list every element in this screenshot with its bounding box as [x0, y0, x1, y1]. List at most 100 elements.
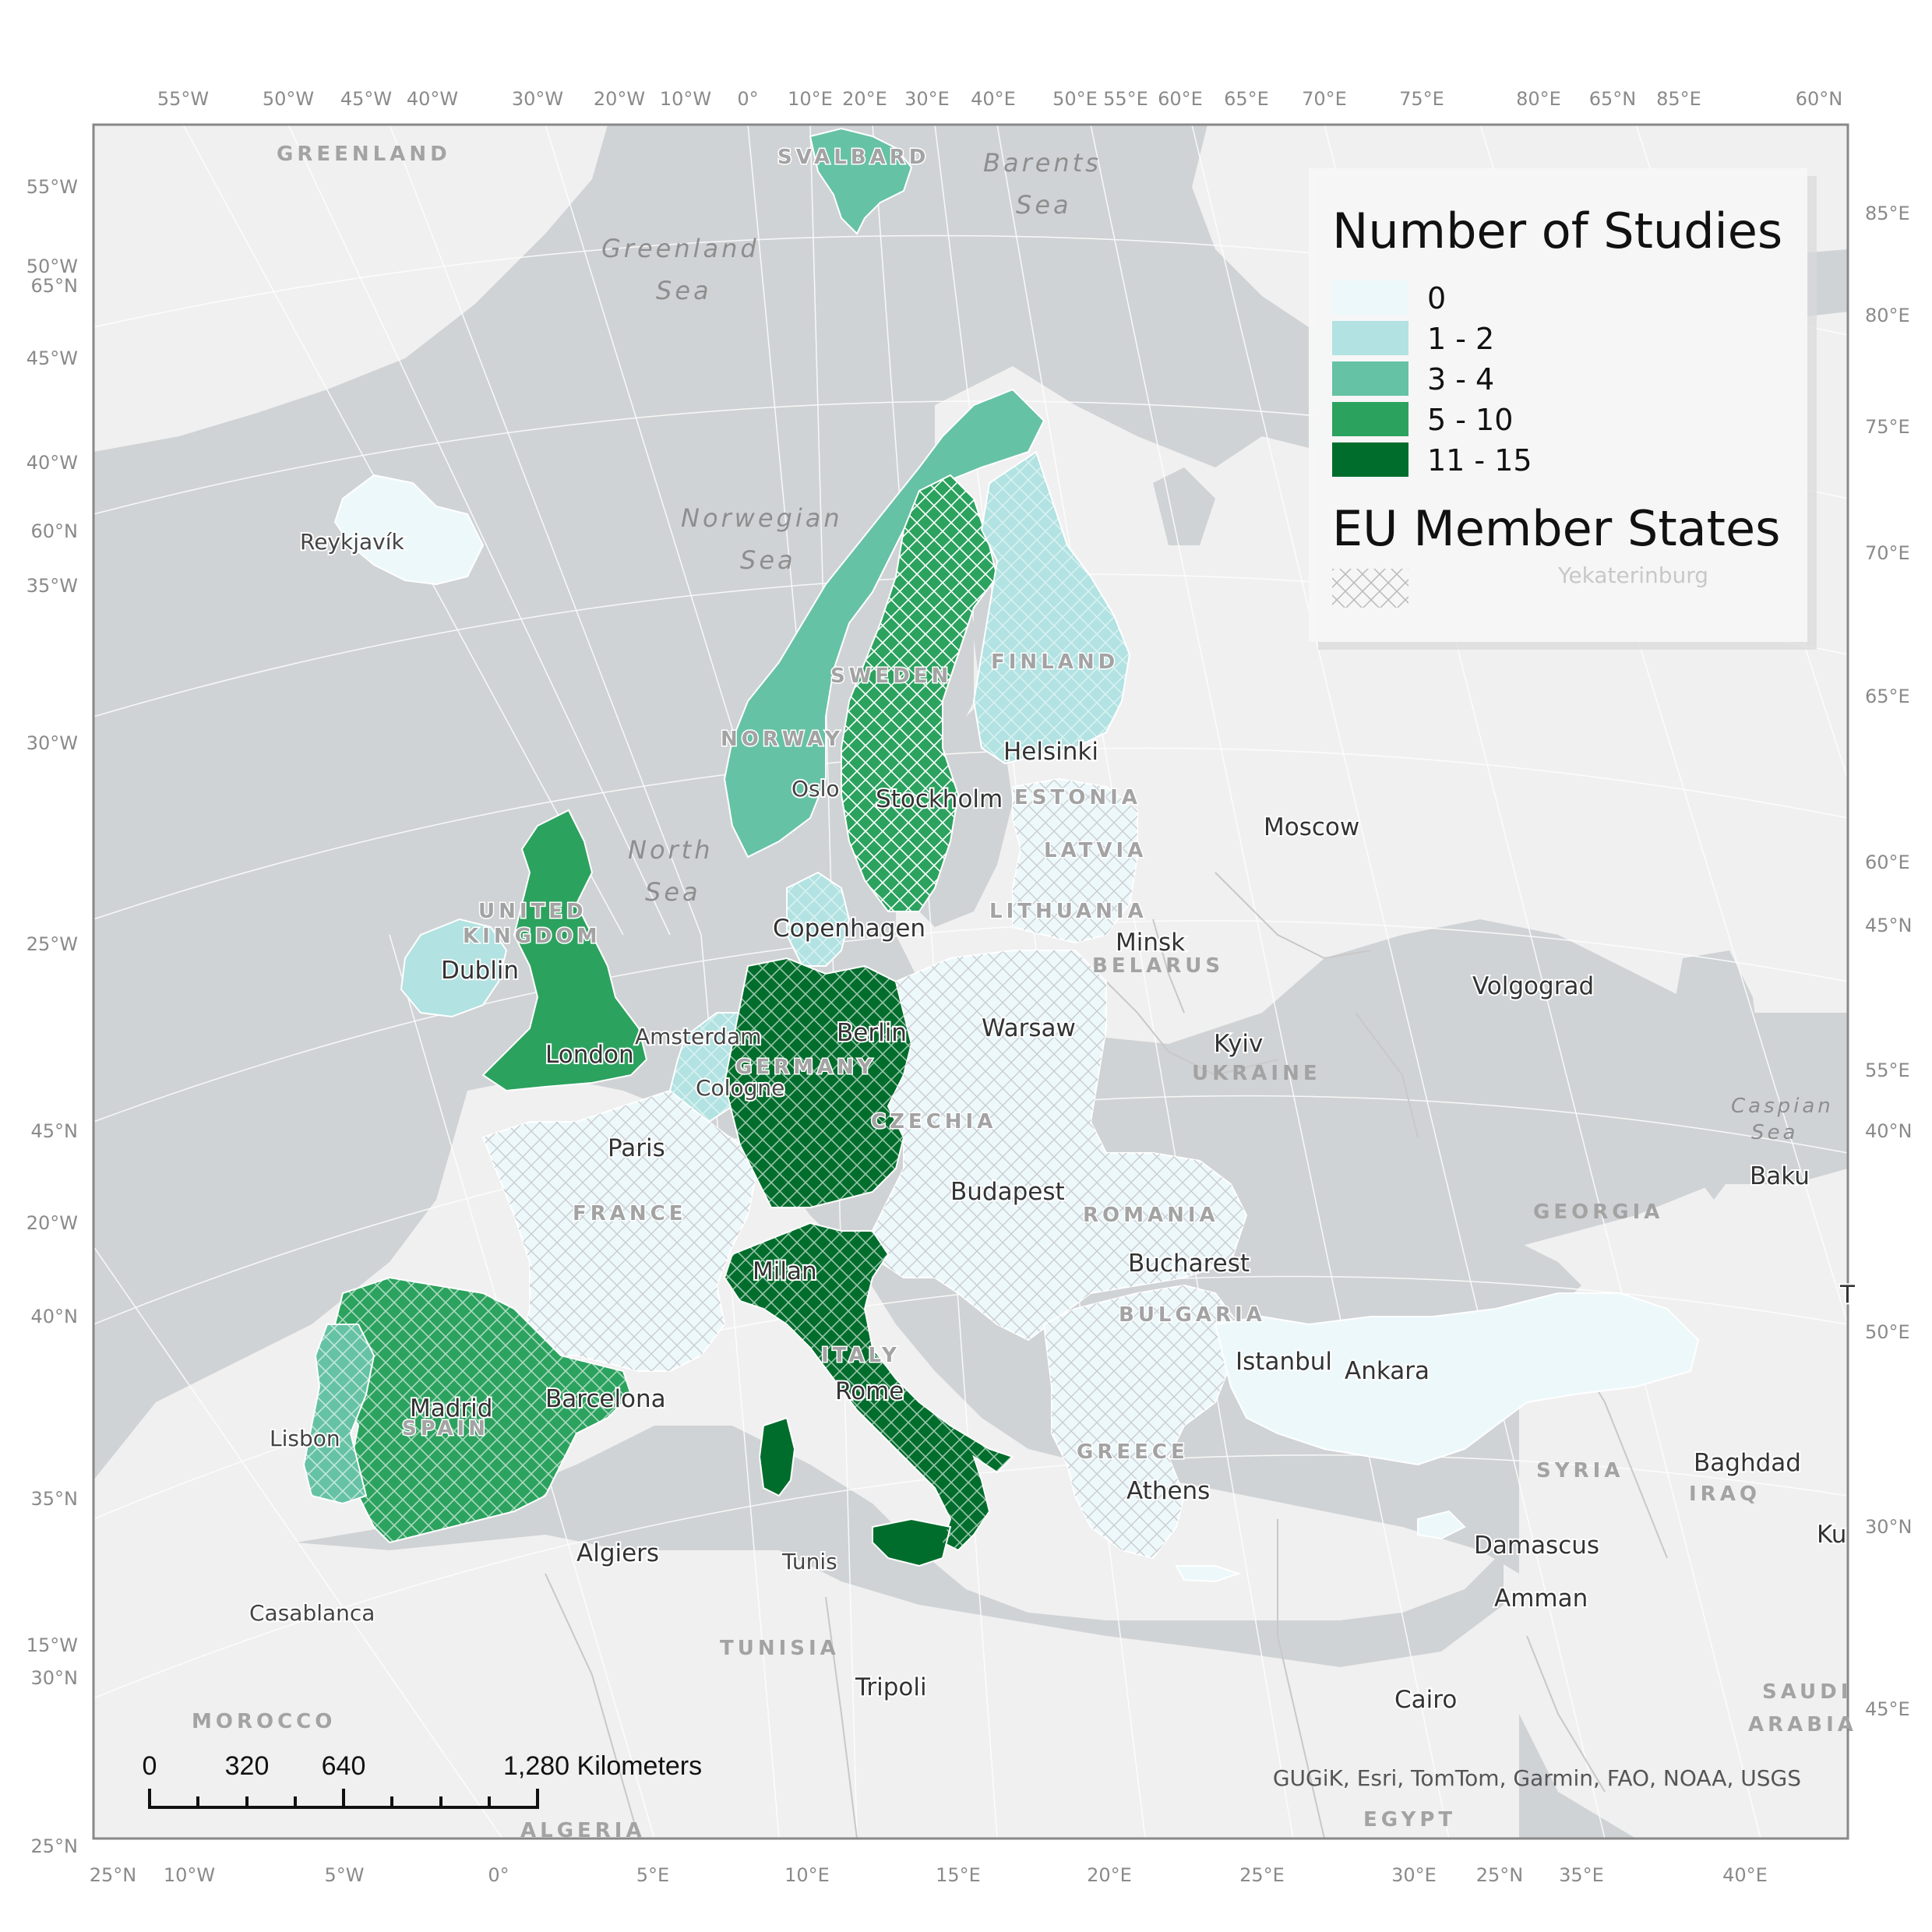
legend-swatch-4	[1332, 442, 1408, 477]
grat-bottom-label: 25°N	[1476, 1864, 1524, 1886]
sea-label-norwegian-sea: Sea	[740, 545, 796, 575]
city-label-paris: Paris	[608, 1134, 665, 1162]
eu-hatch-central-eu	[873, 950, 1246, 1340]
grat-top-label: 65°E	[1224, 88, 1269, 110]
eu-hatch-germany	[724, 958, 911, 1208]
eu-hatch-portugal	[304, 1324, 374, 1504]
grat-left-label: 25°N	[31, 1835, 79, 1857]
city-label-volgograd: Volgograd	[1472, 972, 1594, 1000]
legend-eu-overlay-city: Yekaterinburg	[1557, 562, 1708, 588]
city-label-partial-t: T	[1839, 1281, 1856, 1309]
legend-label-0: 0	[1427, 281, 1446, 316]
legend-swatch-0	[1332, 280, 1408, 315]
land-greenland	[93, 125, 608, 452]
grat-right-label: 75°E	[1865, 416, 1910, 438]
grat-top-label: 65°N	[1589, 88, 1637, 110]
scale-bar-line	[148, 1789, 539, 1809]
grat-left-label: 65°N	[31, 275, 79, 297]
scale-label-1280: 1,280 Kilometers	[503, 1751, 702, 1781]
country-label-egypt: EGYPT	[1363, 1808, 1456, 1832]
city-label-reykjavik: Reykjavík	[300, 529, 404, 555]
grat-left-label: 55°W	[26, 176, 78, 198]
city-label-berlin: Berlin	[837, 1019, 907, 1047]
legend-label-3: 5 - 10	[1427, 403, 1513, 437]
country-label-iraq: IRAQ	[1689, 1482, 1761, 1506]
city-label-milan: Milan	[753, 1257, 817, 1285]
country-label-saudi: SAUDI	[1762, 1680, 1852, 1704]
city-label-moscow: Moscow	[1264, 813, 1359, 841]
land-north-africa	[93, 1542, 1519, 1839]
sea-label-greenland: Greenland	[601, 234, 760, 263]
eu-hatch-france	[483, 1091, 756, 1371]
city-label-budapest: Budapest	[950, 1178, 1065, 1206]
water-black-sea	[1262, 1192, 1581, 1324]
grat-bottom-label: 15°E	[936, 1864, 981, 1886]
legend-label-4: 11 - 15	[1427, 443, 1532, 478]
water-caspian	[1667, 950, 1761, 1200]
grat-left-label: 45°W	[26, 347, 78, 369]
sea-label-greenland-sea: Sea	[656, 276, 712, 305]
grat-top-label: 20°W	[594, 88, 645, 110]
grat-left-label: 30°N	[31, 1667, 79, 1689]
country-label-algeria: ALGERIA	[520, 1819, 646, 1842]
grat-top-label: 85°E	[1656, 88, 1701, 110]
country-label-greenland: GREENLAND	[277, 143, 451, 166]
country-label-svalbard: SVALBARD	[777, 146, 929, 169]
legend-eu-title: EU Member States	[1332, 500, 1780, 557]
grat-top-label: 30°W	[512, 88, 563, 110]
country-turkey	[1214, 1292, 1700, 1466]
country-label-ukraine: UKRAINE	[1192, 1062, 1321, 1085]
city-label-barcelona: Barcelona	[545, 1385, 666, 1413]
country-label-czechia: CZECHIA	[871, 1110, 996, 1133]
graticule-labels-right: 85°E 80°E 75°E 70°E 65°E 60°E 45°N 55°E …	[1865, 203, 1913, 1720]
country-label-georgia: GEORGIA	[1533, 1200, 1663, 1224]
country-label-united: UNITED	[478, 900, 587, 923]
city-label-baku: Baku	[1750, 1162, 1810, 1190]
city-label-algiers: Algiers	[576, 1539, 659, 1567]
land-middle-east	[1519, 1169, 1848, 1839]
city-label-warsaw: Warsaw	[982, 1014, 1076, 1042]
grat-left-label: 20°W	[26, 1212, 78, 1234]
grat-right-label: 60°E	[1865, 851, 1910, 873]
legend-title: Number of Studies	[1332, 203, 1782, 259]
grat-top-label: 55°W	[157, 88, 209, 110]
grat-left-label: 25°W	[26, 933, 78, 955]
city-label-kyiv: Kyiv	[1214, 1030, 1263, 1058]
grat-bottom-label: 10°E	[784, 1864, 830, 1886]
grat-left-label: 45°N	[31, 1120, 79, 1142]
grat-bottom-label: 10°W	[164, 1864, 215, 1886]
city-label-istanbul: Istanbul	[1236, 1348, 1332, 1376]
legend-swatch-2	[1332, 361, 1408, 396]
grat-right-label: 85°E	[1865, 203, 1910, 224]
grat-right-label: 30°N	[1865, 1516, 1913, 1538]
sea-label-barents: Barents	[983, 148, 1102, 178]
country-label-tunisia: TUNISIA	[720, 1637, 840, 1660]
sea-label-caspian-sea: Sea	[1751, 1121, 1798, 1144]
country-labels: GREENLAND SVALBARD SWEDEN FINLAND NORWAY…	[192, 143, 1853, 1842]
eu-hatch-southeast-eu	[1044, 1285, 1239, 1558]
grat-bottom-label: 5°W	[325, 1864, 365, 1886]
grat-right-label: 45°N	[1865, 915, 1913, 936]
city-label-casablanca: Casablanca	[249, 1600, 375, 1626]
grat-bottom-label: 0°	[488, 1864, 509, 1886]
city-label-rome: Rome	[835, 1377, 904, 1405]
eu-hatch-finland	[974, 452, 1130, 763]
country-label-france: FRANCE	[573, 1202, 687, 1225]
city-label-madrid: Madrid	[410, 1394, 492, 1423]
country-label-italy: ITALY	[821, 1344, 901, 1367]
grat-bottom-label: 5°E	[636, 1864, 669, 1886]
graticule-labels-top: 55°W 50°W 45°W 40°W 30°W 20°W 10°W 0° 10…	[157, 88, 1842, 110]
grat-left-label: 35°N	[31, 1488, 79, 1510]
city-label-cairo: Cairo	[1394, 1686, 1457, 1714]
eu-hatch-italy	[724, 1223, 1013, 1550]
grat-top-label: 70°E	[1302, 88, 1347, 110]
country-label-bulgaria: BULGARIA	[1119, 1303, 1266, 1327]
country-ireland	[400, 918, 508, 1018]
city-label-tunis: Tunis	[781, 1549, 837, 1574]
grat-top-label: 55°E	[1103, 88, 1148, 110]
grat-top-label: 10°W	[660, 88, 711, 110]
country-label-belarus: BELARUS	[1092, 954, 1224, 978]
grat-top-label: 50°W	[263, 88, 314, 110]
country-label-greece: GREECE	[1077, 1440, 1189, 1464]
